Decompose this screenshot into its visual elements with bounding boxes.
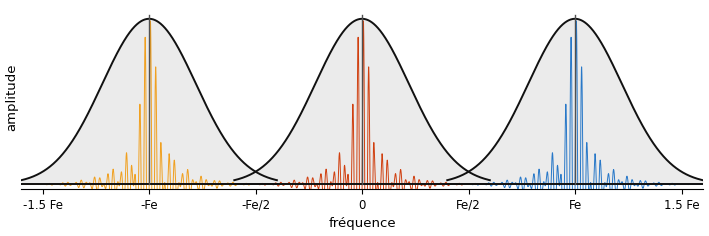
Y-axis label: amplitude: amplitude [6,64,18,131]
X-axis label: fréquence: fréquence [328,217,396,230]
